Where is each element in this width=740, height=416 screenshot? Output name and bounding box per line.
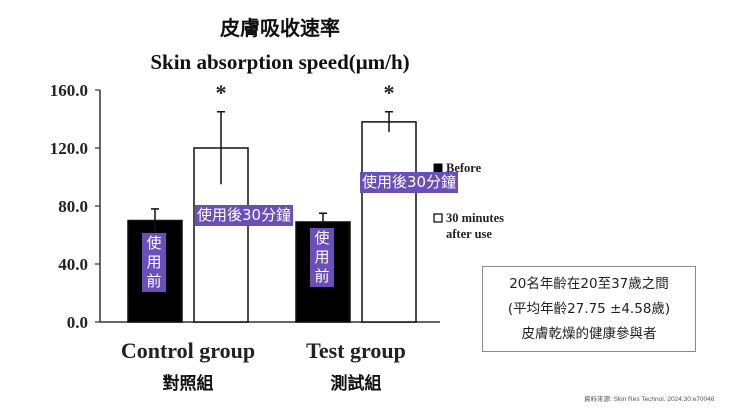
legend-label-after: 30 minutes after use bbox=[446, 211, 504, 241]
category-label: Control group bbox=[121, 338, 255, 363]
source-citation: 資料來源: Skin Res Technol. 2024;30:e70046 bbox=[584, 396, 715, 403]
bar-test-group-after bbox=[361, 121, 417, 323]
info-line-1: 20名年齡在20至37歲之間 bbox=[509, 276, 669, 292]
legend-label-before: Before bbox=[446, 161, 482, 175]
legend-swatch-before bbox=[433, 163, 443, 173]
y-tick-label: 40.0 bbox=[58, 255, 88, 274]
annotation-control-before: 使用前 bbox=[142, 233, 166, 292]
annotation-control-after: 使用後30分鐘 bbox=[195, 205, 294, 226]
y-tick-label: 120.0 bbox=[50, 139, 88, 158]
info-line-2: (平均年齡27.75 ±4.58歲) bbox=[507, 301, 671, 317]
significance-star: * bbox=[384, 80, 395, 105]
annotation-test-before: 使用前 bbox=[310, 228, 334, 287]
info-line-3: 皮膚乾燥的健康參與者 bbox=[521, 326, 657, 342]
y-tick-label: 160.0 bbox=[50, 81, 88, 100]
category-label: Test group bbox=[306, 338, 406, 363]
significance-star: * bbox=[216, 80, 227, 105]
category-label-cn: 測試組 bbox=[331, 373, 382, 394]
chart-title-en: Skin absorption speed(μm/h) bbox=[150, 50, 410, 74]
legend-swatch-after bbox=[433, 213, 443, 223]
annotation-test-after: 使用後30分鐘 bbox=[360, 172, 459, 193]
chart-title-cn: 皮膚吸收速率 bbox=[220, 16, 340, 40]
category-label-cn: 對照組 bbox=[163, 373, 214, 394]
y-tick-label: 0.0 bbox=[67, 313, 88, 332]
participant-info-box: 20名年齡在20至37歲之間 (平均年齡27.75 ±4.58歲) 皮膚乾燥的健… bbox=[482, 266, 696, 352]
y-tick-label: 80.0 bbox=[58, 197, 88, 216]
